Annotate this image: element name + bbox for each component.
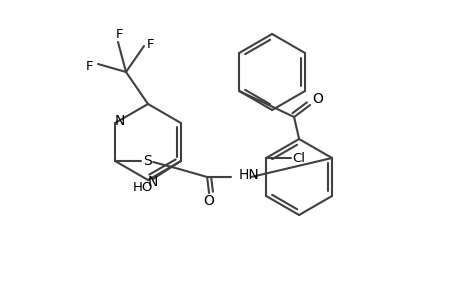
Text: O: O	[203, 194, 214, 208]
Text: F: F	[116, 28, 123, 40]
Text: N: N	[148, 175, 158, 189]
Text: HO: HO	[133, 181, 153, 194]
Text: HN: HN	[239, 168, 259, 182]
Text: N: N	[115, 114, 125, 128]
Text: F: F	[147, 38, 154, 50]
Text: Cl: Cl	[292, 152, 305, 164]
Text: O: O	[312, 92, 323, 106]
Text: F: F	[86, 59, 94, 73]
Text: S: S	[142, 154, 151, 168]
